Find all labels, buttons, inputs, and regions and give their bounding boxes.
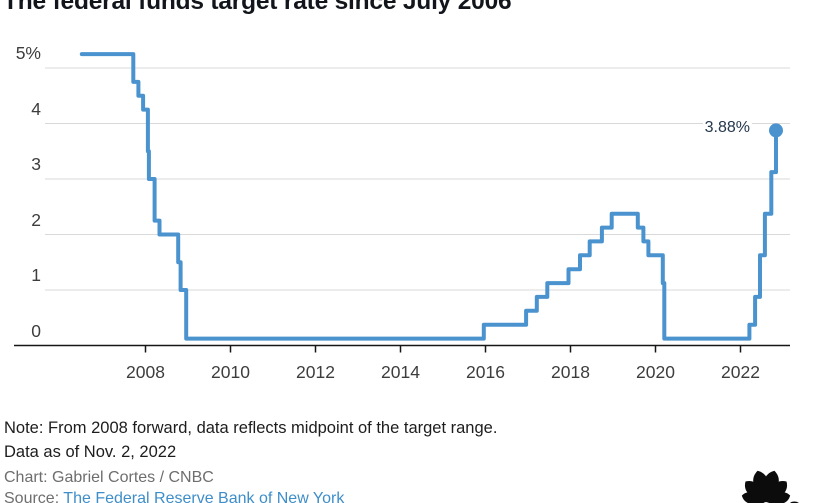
y-axis-label: 4 (31, 98, 41, 119)
x-axis-label: 2014 (381, 362, 420, 382)
y-axis-label: 1 (31, 265, 41, 285)
x-axis-label: 2016 (466, 362, 505, 382)
x-axis-label: 2020 (636, 362, 675, 382)
y-axis-label: 3 (31, 154, 41, 174)
end-point-marker (769, 123, 783, 138)
x-axis-label: 2022 (721, 362, 760, 382)
x-axis-label: 2008 (126, 362, 165, 382)
source-line: Source: The Federal Reserve Bank of New … (4, 489, 344, 503)
source-label: Source: (4, 490, 64, 503)
rate-step-line (79, 52, 778, 341)
chart-title: The federal funds target rate since July… (3, 0, 512, 15)
y-axis-label: 2 (31, 209, 41, 230)
source-link[interactable]: The Federal Reserve Bank of New York (63, 490, 345, 503)
data-as-of-text: Data as of Nov. 2, 2022 (4, 443, 177, 461)
note-text: Note: From 2008 forward, data reflects m… (4, 419, 498, 437)
x-axis-label: 2010 (211, 362, 250, 382)
x-axis-label: 2018 (551, 362, 590, 382)
y-axis-label: 0 (31, 320, 41, 341)
nbc-peacock-icon (741, 470, 791, 503)
cnbc-wordmark: CNBC (743, 500, 803, 503)
end-value-label: 3.88% (702, 118, 752, 138)
x-axis-label: 2012 (296, 362, 335, 382)
y-axis-label: 5% (15, 43, 41, 63)
chart-credit: Chart: Gabriel Cortes / CNBC (4, 469, 214, 486)
